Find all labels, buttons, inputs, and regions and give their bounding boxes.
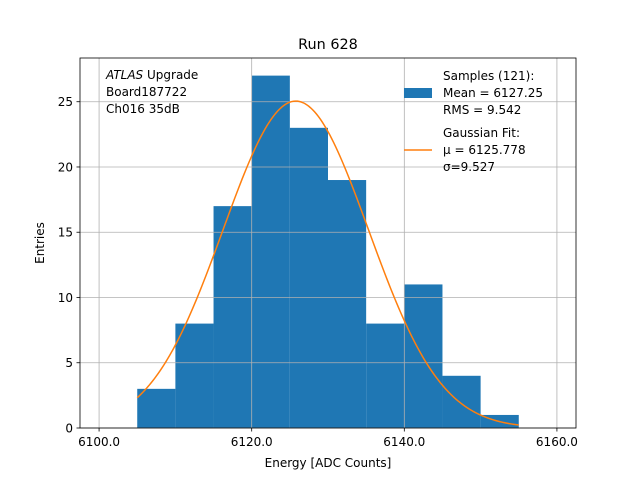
legend-text: σ=9.527 (443, 160, 495, 174)
histogram-bar (213, 206, 252, 428)
x-tick-label: 6120.0 (231, 435, 273, 449)
annotation-italic: ATLAS (105, 68, 144, 82)
chart-title: Run 628 (298, 37, 358, 53)
histogram-bar (251, 75, 290, 428)
atlas-annotation: ATLAS Upgrade Board187722 Ch016 35dB (105, 68, 198, 116)
y-axis-ticks: 0 5 10 15 20 25 (58, 95, 80, 435)
y-tick-label: 10 (58, 291, 73, 305)
histogram-bar (137, 388, 176, 428)
legend-text: Samples (121): (443, 69, 534, 83)
legend-text: Gaussian Fit: (443, 126, 520, 140)
annotation-text: Upgrade (143, 68, 198, 82)
y-axis-label: Entries (33, 222, 47, 264)
x-tick-label: 6140.0 (383, 435, 425, 449)
y-tick-label: 0 (65, 421, 73, 435)
annotation-text: Board187722 (106, 85, 187, 99)
y-tick-label: 25 (58, 95, 73, 109)
annotation-line: ATLAS Upgrade (105, 68, 198, 82)
annotation-line: Board187722 (106, 85, 187, 99)
legend-patch (404, 88, 432, 98)
legend-text: RMS = 9.542 (443, 103, 521, 117)
histogram-bar (442, 375, 481, 428)
axes-frame (79, 57, 577, 429)
fit-curve (136, 100, 519, 426)
y-tick-label: 15 (58, 226, 73, 240)
legend-text: Mean = 6127.25 (443, 86, 543, 100)
x-tick-label: 6160.0 (536, 435, 578, 449)
x-axis-label: Energy [ADC Counts] (265, 456, 392, 470)
x-tick-label: 6100.0 (78, 435, 120, 449)
histogram-bar (175, 323, 214, 428)
y-tick-label: 20 (58, 160, 73, 174)
histogram-bar (289, 127, 328, 428)
y-tick-label: 5 (65, 356, 73, 370)
annotation-text: Ch016 35dB (106, 102, 180, 116)
histogram-bar (404, 284, 443, 428)
gaussian-fit (136, 100, 519, 426)
x-axis-ticks: 6100.0 6120.0 6140.0 6160.0 (78, 428, 578, 449)
histogram-bar (366, 323, 405, 428)
histogram-bars (137, 75, 519, 428)
legend: Samples (121): Mean = 6127.25 RMS = 9.54… (404, 69, 543, 174)
annotation-line: Ch016 35dB (106, 102, 180, 116)
legend-text: μ = 6125.778 (443, 143, 526, 157)
histogram-bar (328, 180, 367, 428)
